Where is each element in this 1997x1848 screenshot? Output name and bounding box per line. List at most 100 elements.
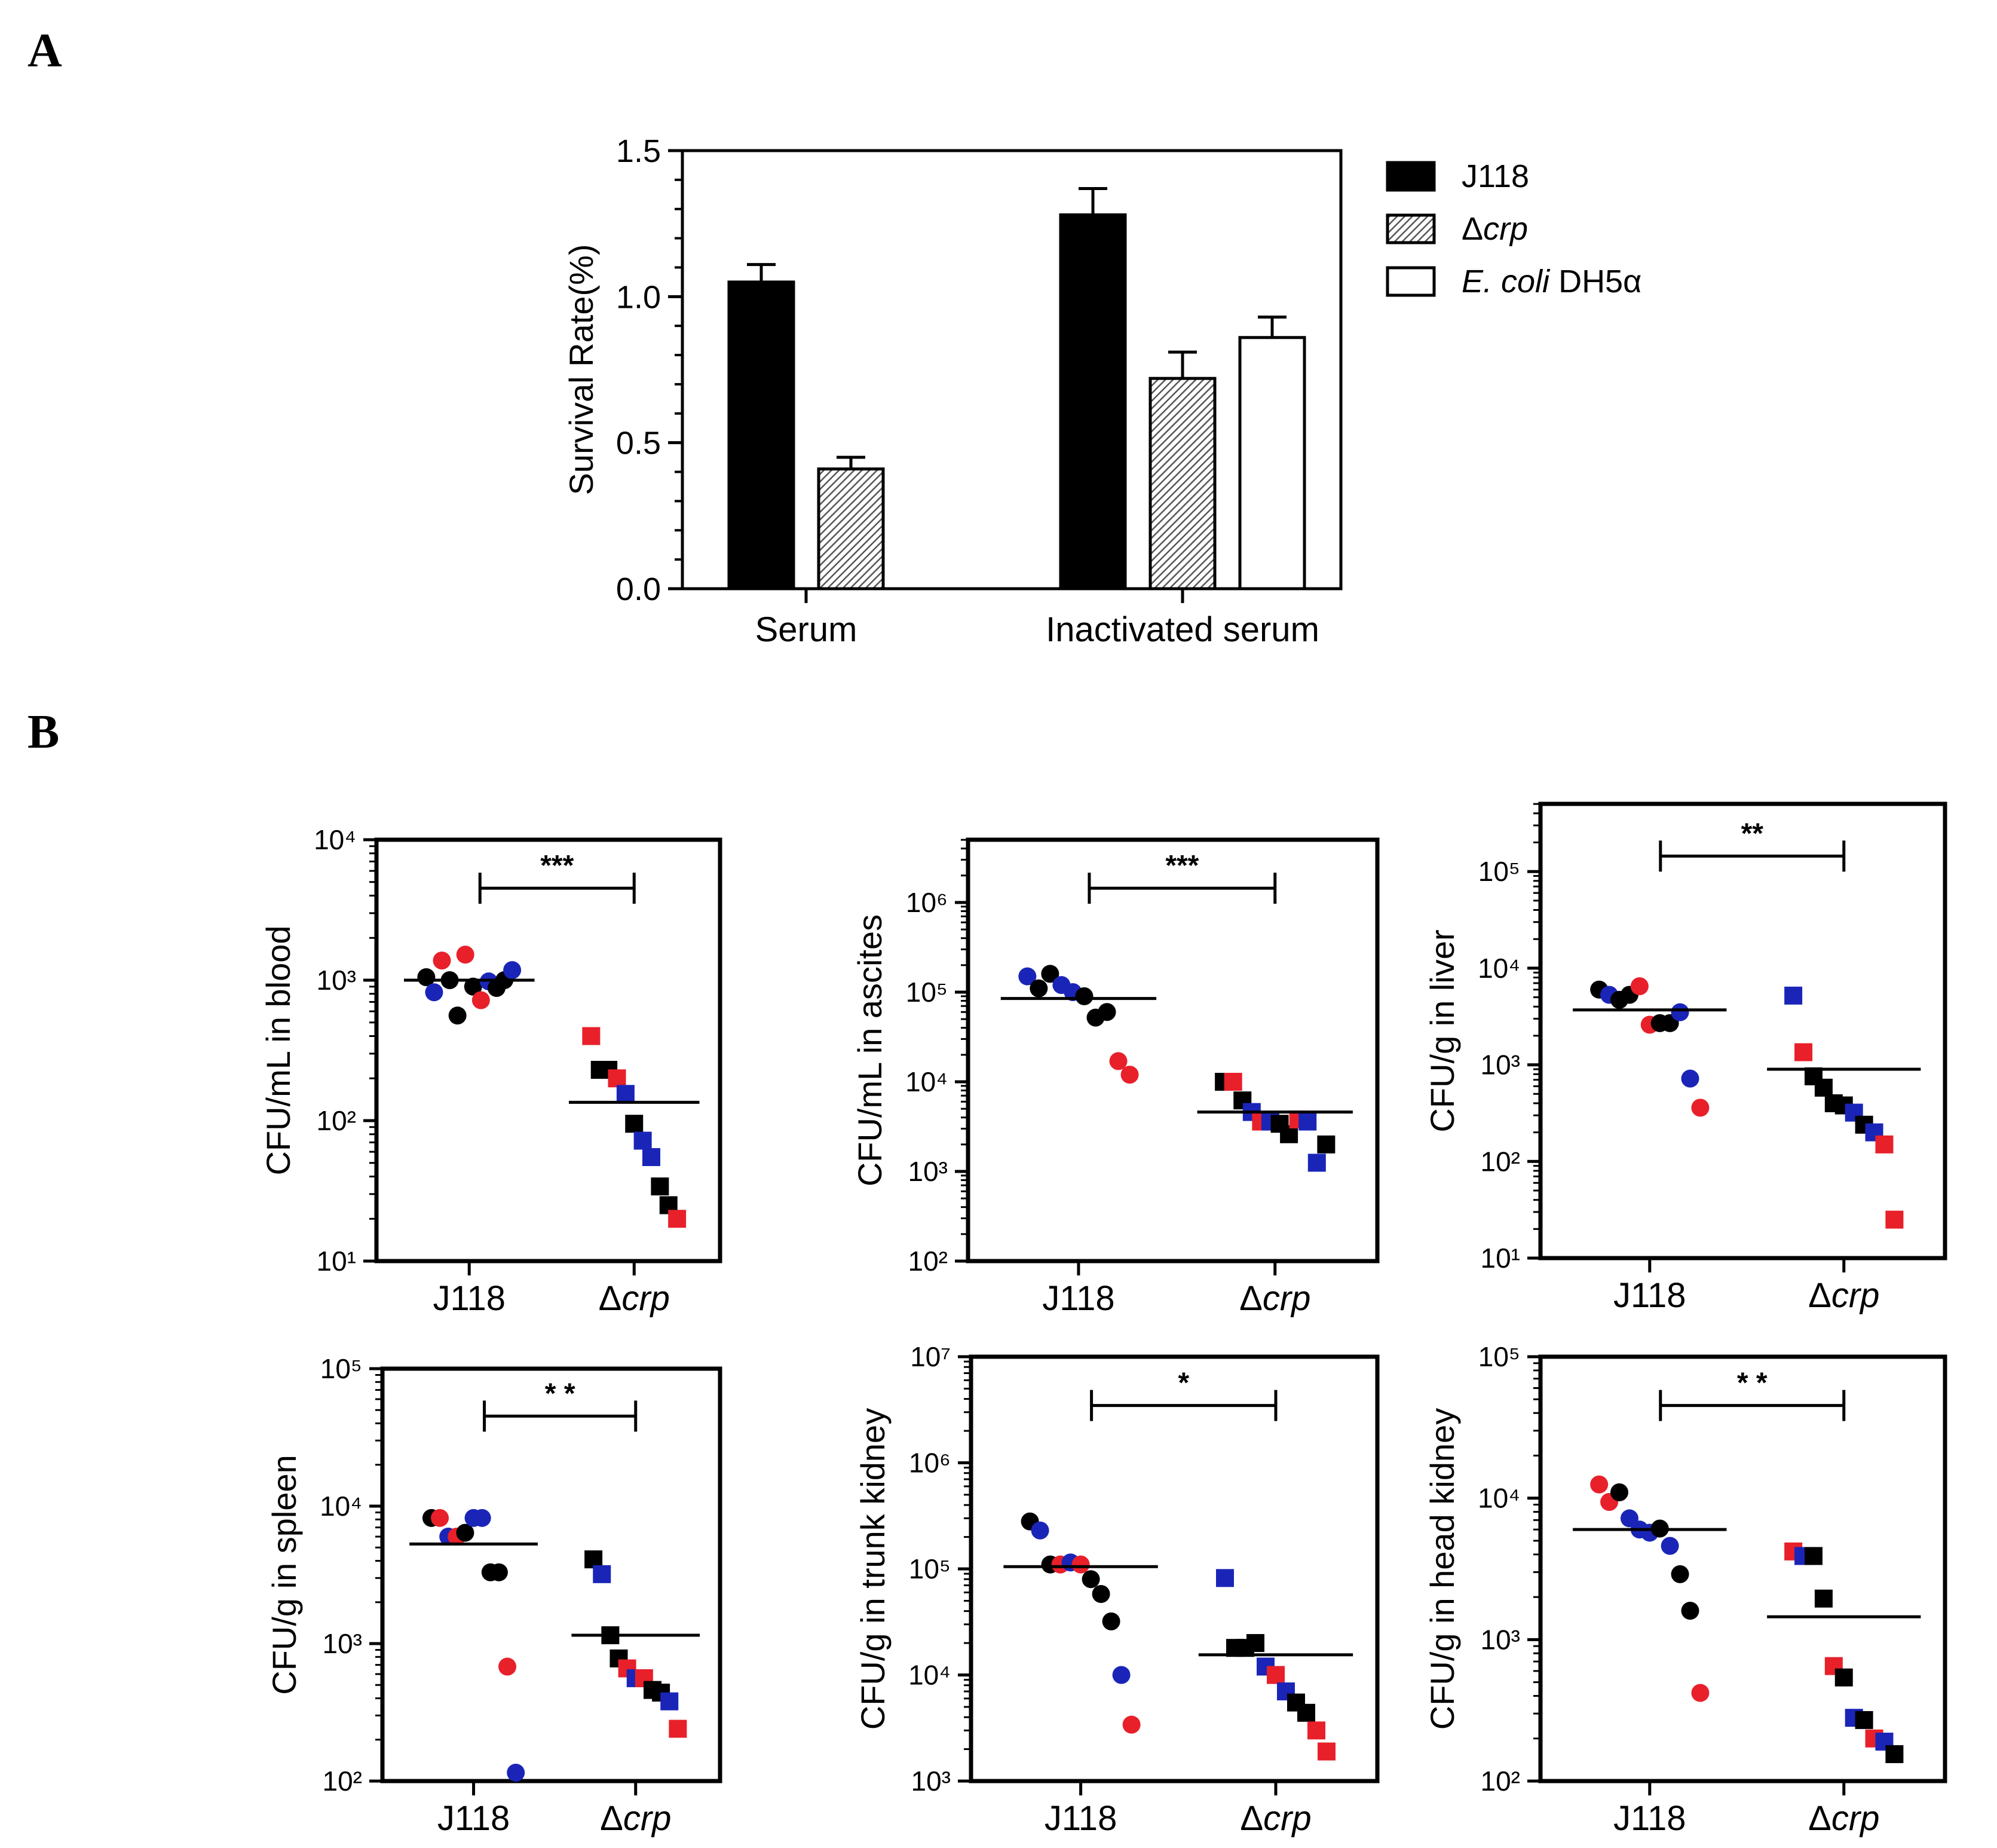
y-tick-label: 10³ bbox=[911, 1766, 951, 1797]
x-label-italic: crp bbox=[621, 1279, 670, 1318]
data-point-circle bbox=[471, 991, 490, 1009]
legend-label: J118 bbox=[1462, 158, 1529, 194]
y-tick-label: 10¹ bbox=[317, 1246, 356, 1277]
data-point-square bbox=[608, 1069, 626, 1088]
data-point-circle bbox=[1098, 1003, 1116, 1021]
data-point-square bbox=[1875, 1135, 1894, 1154]
data-point-circle bbox=[1109, 1052, 1128, 1070]
x-tick-label: J118 bbox=[1613, 1276, 1686, 1315]
y-tick-label: 10² bbox=[1481, 1766, 1520, 1797]
plot-frame bbox=[380, 1366, 722, 1783]
data-point-square bbox=[1814, 1589, 1833, 1608]
x-label-italic: crp bbox=[1263, 1279, 1311, 1318]
data-point-circle bbox=[1671, 1565, 1689, 1583]
y-tick-label: 10⁷ bbox=[910, 1341, 951, 1372]
x-tick-label: Δcrp bbox=[1240, 1799, 1311, 1838]
x-label-text: J118 bbox=[1613, 1799, 1686, 1838]
legend-swatch bbox=[1386, 266, 1436, 297]
y-tick-label: 10⁴ bbox=[320, 1491, 362, 1522]
plot-frame bbox=[969, 1354, 1380, 1783]
data-point-circle bbox=[1630, 977, 1649, 996]
y-tick-label: 10³ bbox=[1481, 1050, 1520, 1081]
x-label-italic: crp bbox=[1263, 1799, 1312, 1838]
y-tick-label: 0.0 bbox=[616, 571, 661, 607]
data-point-circle bbox=[1075, 987, 1094, 1005]
data-point-circle bbox=[464, 977, 482, 996]
x-label-italic: crp bbox=[1831, 1276, 1880, 1315]
data-point-circle bbox=[1671, 1003, 1689, 1021]
data-point-square bbox=[1318, 1742, 1336, 1761]
data-point-square bbox=[1784, 986, 1803, 1005]
data-point-square bbox=[1855, 1711, 1873, 1729]
x-label-text: J118 bbox=[433, 1279, 506, 1318]
data-point-square bbox=[1885, 1745, 1904, 1763]
data-point-square bbox=[669, 1720, 687, 1738]
data-point-circle bbox=[1092, 1584, 1110, 1603]
y-tick-label: 10⁵ bbox=[1478, 1341, 1520, 1372]
significance-stars: *** bbox=[540, 850, 574, 882]
data-point-circle bbox=[503, 961, 522, 980]
x-label-delta: Δ bbox=[1240, 1799, 1263, 1838]
data-point-circle bbox=[498, 1657, 517, 1676]
x-label-delta: Δ bbox=[1808, 1799, 1831, 1838]
x-tick-label: J118 bbox=[437, 1799, 510, 1838]
x-label-delta: Δ bbox=[600, 1799, 623, 1838]
y-axis-label: CFU/mL in blood bbox=[259, 925, 297, 1175]
data-point-square bbox=[1246, 1634, 1264, 1653]
data-point-square bbox=[1216, 1569, 1234, 1587]
x-label-italic: crp bbox=[1831, 1799, 1880, 1838]
y-axis-label: CFU/g in liver bbox=[1423, 929, 1461, 1132]
plot-frame bbox=[1538, 1354, 1947, 1783]
data-point-square bbox=[668, 1210, 687, 1228]
y-tick-label: 10⁶ bbox=[906, 887, 948, 918]
data-point-circle bbox=[456, 946, 474, 964]
y-tick-label: 10⁴ bbox=[1478, 953, 1520, 984]
y-axis-label: Survival Rate(%) bbox=[562, 244, 600, 495]
y-tick-label: 10⁵ bbox=[909, 1553, 951, 1584]
legend-label: E. coli DH5α bbox=[1462, 264, 1641, 299]
data-point-circle bbox=[1041, 965, 1059, 983]
x-label-text: J118 bbox=[1042, 1279, 1114, 1318]
x-tick-label: Serum bbox=[755, 610, 857, 649]
data-point-circle bbox=[431, 1509, 449, 1527]
plot-frame bbox=[1538, 801, 1947, 1260]
x-tick-label: Δcrp bbox=[1808, 1276, 1879, 1315]
scatter-chart: 10¹ 10² 10³ 10⁴ CFU/mL in blood J118 Δcrp *** bbox=[259, 824, 722, 1318]
data-point-square bbox=[593, 1565, 611, 1583]
data-point-square bbox=[1814, 1078, 1833, 1097]
data-point-circle bbox=[1661, 1537, 1679, 1555]
data-point-square bbox=[1307, 1721, 1325, 1740]
significance-stars: *** bbox=[1165, 850, 1199, 882]
x-label-italic: crp bbox=[623, 1799, 672, 1838]
data-point-circle bbox=[1018, 967, 1037, 986]
y-tick-label: 10⁵ bbox=[320, 1353, 362, 1384]
data-point-circle bbox=[507, 1764, 525, 1782]
x-tick-label: Δcrp bbox=[599, 1279, 670, 1318]
data-point-circle bbox=[1681, 1069, 1699, 1088]
data-point-circle bbox=[489, 1563, 508, 1581]
y-tick-label: 10⁵ bbox=[1478, 856, 1520, 887]
bar bbox=[1238, 336, 1306, 590]
data-point-square bbox=[1298, 1112, 1317, 1131]
data-point-square bbox=[1297, 1703, 1315, 1722]
x-label-text: J118 bbox=[1045, 1799, 1117, 1838]
significance-stars: * bbox=[1178, 1367, 1189, 1399]
panel-a-label: A bbox=[27, 25, 62, 77]
data-point-square bbox=[1317, 1135, 1336, 1154]
data-point-square bbox=[582, 1027, 601, 1045]
scatter-chart: 10¹ 10² 10³ 10⁴ 10⁵ CFU/g in liver J118 Δcrp ** bbox=[1423, 801, 1947, 1315]
y-tick-label: 10² bbox=[908, 1246, 948, 1277]
data-point-square bbox=[1834, 1668, 1853, 1687]
data-point-circle bbox=[425, 983, 443, 1002]
x-tick-label: J118 bbox=[1042, 1279, 1114, 1318]
x-tick-label: J118 bbox=[1613, 1799, 1686, 1838]
data-point-square bbox=[1307, 1154, 1326, 1172]
data-point-square bbox=[651, 1177, 669, 1196]
scatter-chart: 10² 10³ 10⁴ 10⁵ CFU/g in spleen J118 Δcrp * * bbox=[265, 1353, 722, 1838]
legend-swatch bbox=[1386, 161, 1436, 192]
y-tick-label: 10³ bbox=[908, 1156, 948, 1187]
data-point-circle bbox=[1691, 1099, 1710, 1117]
plot-frame bbox=[966, 837, 1380, 1263]
data-point-circle bbox=[1610, 1483, 1629, 1501]
y-tick-label: 1.5 bbox=[616, 133, 661, 169]
